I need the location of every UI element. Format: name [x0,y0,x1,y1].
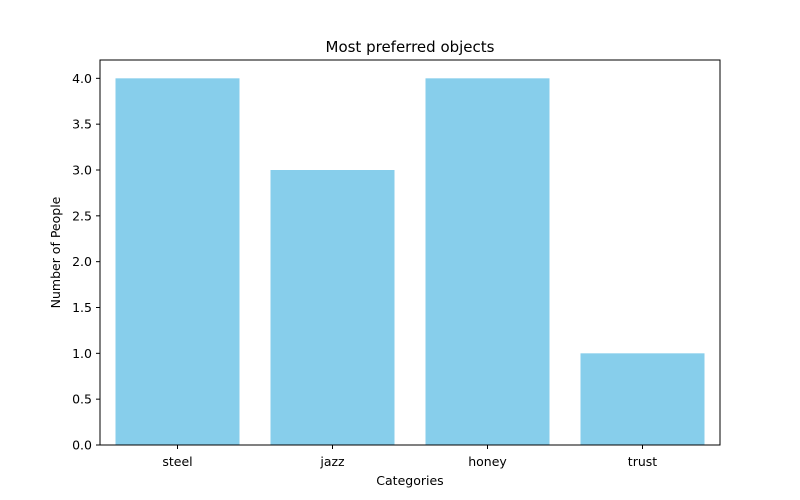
y-axis-ticks: 0.0 0.5 1.0 1.5 2.0 2.5 3.0 3.5 4.0 [72,71,100,453]
y-tick-label: 3.5 [72,117,92,132]
chart-title: Most preferred objects [326,38,495,56]
bar-trust [580,353,705,445]
y-tick-label: 0.5 [72,392,92,407]
bars-layer [115,78,705,445]
y-tick-label: 1.5 [72,300,92,315]
x-tick-label: honey [468,454,507,469]
y-tick-label: 2.0 [72,254,92,269]
x-tick-label: jazz [319,454,345,469]
bar-honey [425,78,550,445]
y-tick-label: 4.0 [72,71,92,86]
y-tick-label: 0.0 [72,438,92,453]
y-tick-label: 2.5 [72,208,92,223]
y-tick-label: 3.0 [72,163,92,178]
y-axis-label: Number of People [48,196,63,308]
bar-jazz [270,170,395,445]
plot-frame [99,59,721,446]
x-tick-label: trust [628,454,657,469]
x-axis-label: Categories [376,473,443,488]
x-tick-label: steel [162,454,192,469]
bar-steel [115,78,240,445]
x-axis-ticks: steel jazz honey trust [162,445,657,469]
y-tick-label: 1.0 [72,346,92,361]
